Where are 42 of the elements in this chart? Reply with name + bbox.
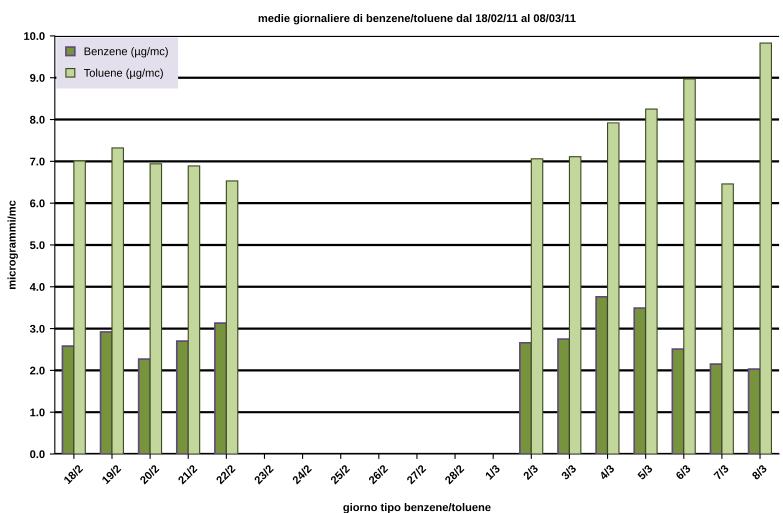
bar xyxy=(530,158,544,454)
y-tick-label: 10.0 xyxy=(24,32,45,40)
bar xyxy=(568,156,582,454)
y-tick-label: 9.0 xyxy=(30,74,45,82)
y-tick-label: 5.0 xyxy=(30,241,45,250)
y-tick-label: 7.0 xyxy=(30,158,45,166)
bar xyxy=(721,183,734,454)
y-tick-label: 3.0 xyxy=(30,324,45,333)
legend-label: Toluene (µg/mc) xyxy=(84,68,163,79)
x-tick-label: 5/3 xyxy=(636,464,654,480)
legend-label: Benzene (µg/mc) xyxy=(84,47,168,58)
y-tick-label: 0.0 xyxy=(30,450,45,458)
x-axis-title: giorno tipo benzene/toluene xyxy=(343,503,491,513)
bar xyxy=(188,165,200,454)
bar xyxy=(73,160,86,454)
bar xyxy=(759,42,772,454)
bar xyxy=(214,322,228,454)
bar xyxy=(62,345,75,454)
bar xyxy=(226,180,238,454)
y-tick-label: 6.0 xyxy=(30,199,45,208)
x-tick-label: 2/3 xyxy=(522,464,539,480)
y-tick-label: 4.0 xyxy=(30,283,45,291)
y-axis-title: microgrammi/mc xyxy=(8,200,18,289)
y-tick-label: 8.0 xyxy=(30,116,45,124)
x-tick-label: 8/3 xyxy=(751,464,768,480)
bar xyxy=(606,122,620,454)
x-tick-label: 6/3 xyxy=(674,464,692,480)
x-tick-label: 1/3 xyxy=(484,464,501,480)
bar xyxy=(519,342,532,454)
bar xyxy=(645,108,658,454)
x-tick-label: 3/3 xyxy=(560,464,577,480)
bar xyxy=(557,338,570,454)
y-tick-label: 1.0 xyxy=(30,408,45,416)
bar xyxy=(111,147,124,454)
bar xyxy=(683,78,696,454)
x-tick-label: 4/3 xyxy=(598,464,615,480)
y-tick-label: 2.0 xyxy=(30,366,45,375)
chart-title: medie giornaliere di benzene/toluene dal 18/02/11 al 08/03/11 xyxy=(258,14,576,24)
x-tick-label: 7/3 xyxy=(713,464,730,480)
bar xyxy=(100,331,113,454)
bar xyxy=(710,363,723,454)
bar xyxy=(150,163,162,454)
